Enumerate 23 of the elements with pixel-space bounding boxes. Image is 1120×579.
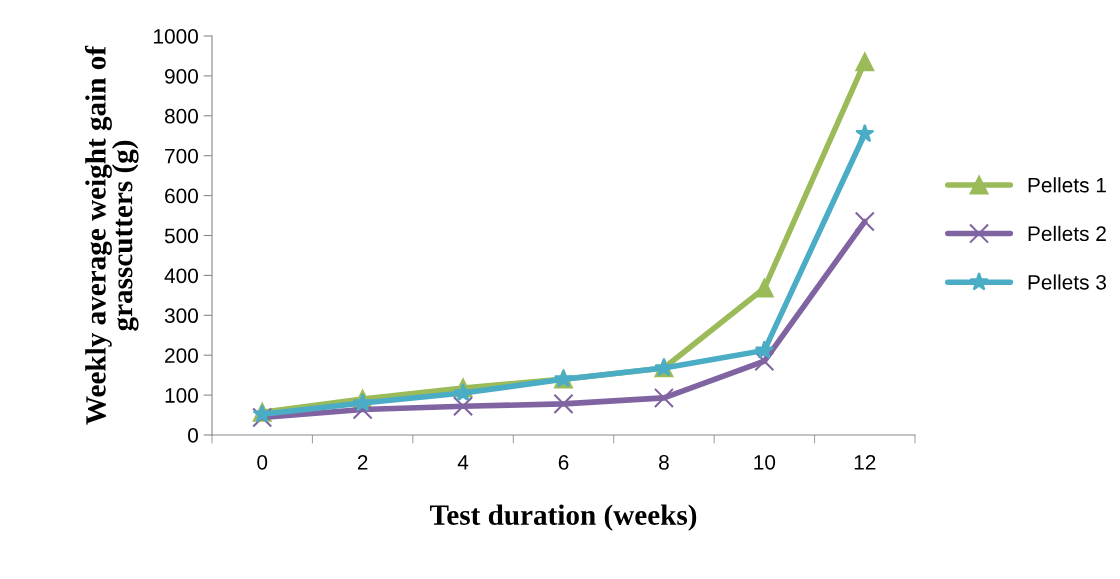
- x-tick-label: 10: [754, 454, 776, 470]
- legend-label: Pellets 1: [1028, 177, 1106, 193]
- x-tick-label: 2: [357, 454, 368, 470]
- y-tick-label: 800: [164, 108, 198, 124]
- legend-label: Pellets 2: [1028, 225, 1106, 242]
- legend-label: Pellets 3: [1028, 274, 1106, 290]
- y-tick-label: 300: [164, 308, 198, 324]
- x-tick-label: 8: [659, 454, 669, 470]
- x-tick-label: 6: [558, 454, 569, 470]
- y-tick-label: 600: [165, 188, 198, 204]
- x-tick-label: 0: [257, 454, 268, 470]
- y-tick-label: 0: [188, 428, 198, 443]
- y-tick-label: 500: [164, 228, 198, 244]
- x-tick-label: 4: [457, 455, 469, 470]
- y-tick-label: 100: [165, 388, 198, 403]
- y-tick-label: 700: [165, 148, 198, 164]
- y-tick-label: 400: [164, 268, 198, 284]
- x-axis-title: Test duration (weeks): [429, 504, 697, 531]
- y-axis-title: Weekly average weight gain of grasscutters (g): [84, 45, 139, 425]
- y-tick-label: 900: [165, 68, 198, 84]
- y-tick-label: 200: [165, 348, 198, 363]
- x-tick-label: 12: [854, 454, 876, 470]
- y-tick-label: 1000: [154, 29, 198, 44]
